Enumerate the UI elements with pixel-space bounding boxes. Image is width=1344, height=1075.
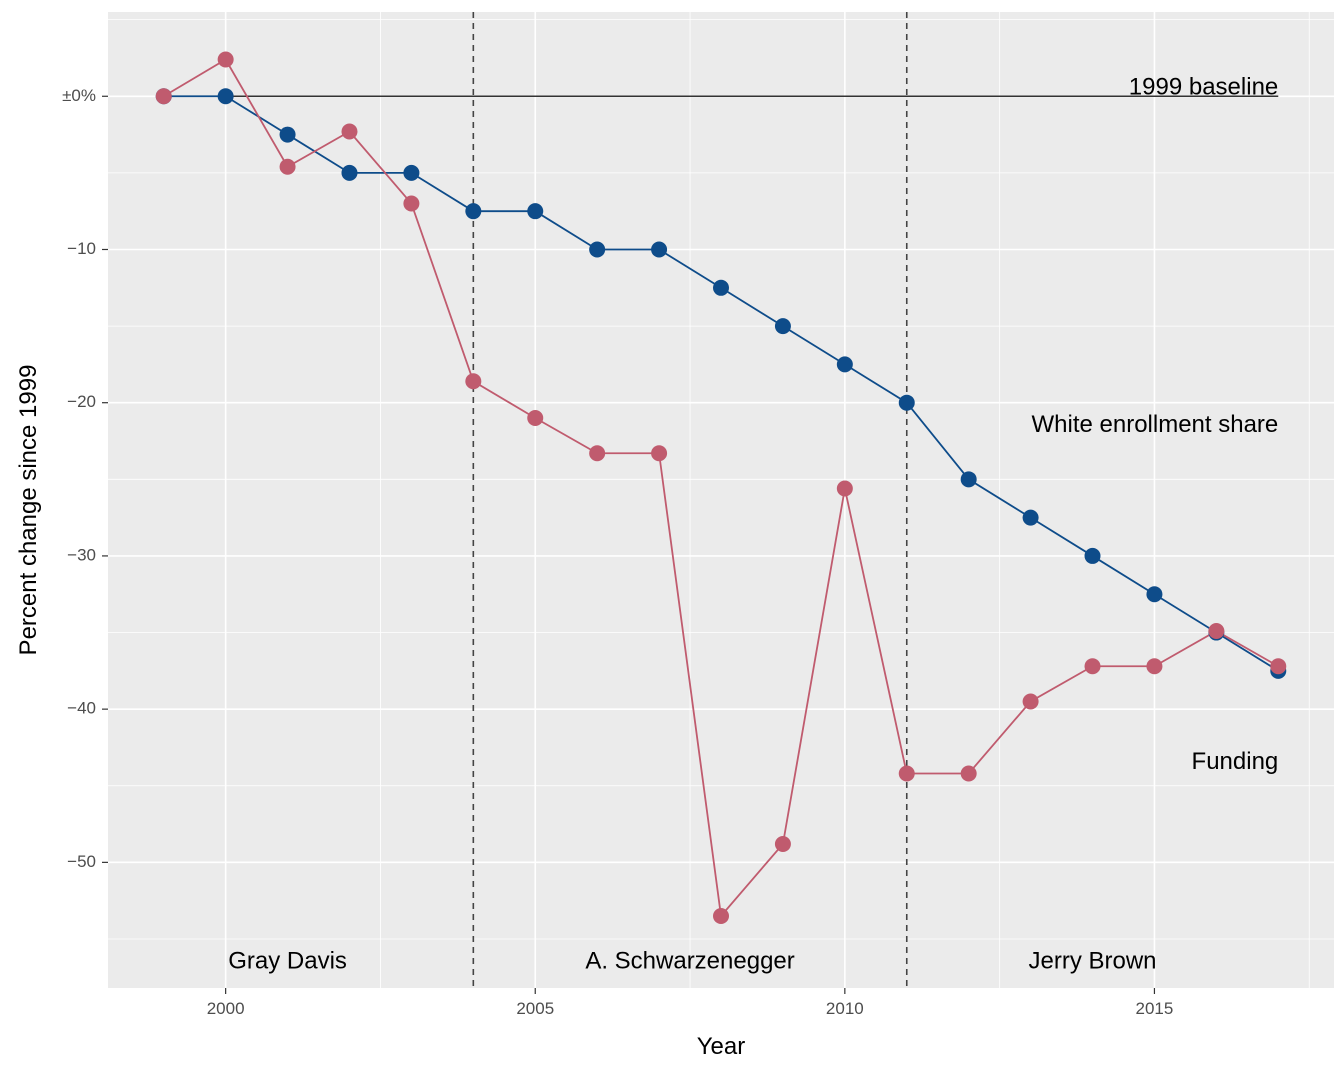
x-axis-title: Year xyxy=(697,1033,746,1060)
series-0-point xyxy=(527,203,544,220)
series-1-point xyxy=(774,835,791,852)
minor-gridlines xyxy=(70,12,1334,988)
y-axis-ticks: ±0% −10 −20 −30 −40 −50 xyxy=(62,86,108,871)
series-1-point xyxy=(960,765,977,782)
series-0-point xyxy=(651,241,668,258)
series-1-point xyxy=(1146,658,1163,675)
series-1-point xyxy=(1022,693,1039,710)
annotation-label: 1999 baseline xyxy=(1129,74,1278,101)
series-0-point xyxy=(898,394,915,411)
series-0-point xyxy=(774,318,791,335)
series-1-point xyxy=(217,51,234,68)
annotations: 1999 baseline White enrollment share Fundi… xyxy=(228,74,1278,975)
series-1-point xyxy=(403,195,420,212)
annotation-label: Gray Davis xyxy=(228,947,347,974)
series-0-point xyxy=(217,88,234,105)
x-tick-label: 2005 xyxy=(516,999,554,1018)
series-0-point xyxy=(279,126,296,143)
x-tick-label: 2015 xyxy=(1136,999,1174,1018)
series-0-point xyxy=(589,241,606,258)
y-tick-label: −50 xyxy=(67,852,96,871)
series-0-point xyxy=(1022,509,1039,526)
series-1-point xyxy=(1084,658,1101,675)
y-axis-title: Percent change since 1999 xyxy=(15,365,42,656)
term-dividers xyxy=(472,12,908,988)
x-tick-label: 2000 xyxy=(207,999,245,1018)
annotation-label: Jerry Brown xyxy=(1028,947,1156,974)
x-axis-ticks: 2000 2005 2010 2015 xyxy=(207,988,1174,1018)
series-0-point xyxy=(1146,586,1163,603)
series-0-point xyxy=(713,279,729,296)
annotation-label: A. Schwarzenegger xyxy=(585,947,794,974)
series-1-point xyxy=(589,445,606,462)
series-1-point xyxy=(651,445,668,462)
y-tick-label: ±0% xyxy=(62,86,96,105)
annotation-label: Funding xyxy=(1192,748,1279,775)
y-tick-label: −20 xyxy=(67,392,96,411)
series-1-point xyxy=(279,158,296,175)
x-tick-label: 2010 xyxy=(826,999,864,1018)
series-points xyxy=(155,51,1287,924)
series-1-point xyxy=(1208,623,1225,640)
series-1-point xyxy=(713,907,729,924)
series-0-point xyxy=(836,356,853,373)
series-1-point xyxy=(1270,658,1287,675)
plot-panel xyxy=(108,12,1334,988)
y-tick-label: −40 xyxy=(67,699,96,718)
series-0-point xyxy=(1084,547,1101,564)
series-1-point xyxy=(836,480,853,497)
y-tick-label: −30 xyxy=(67,545,96,564)
series-1-point xyxy=(465,373,482,390)
series-1-point xyxy=(527,410,544,427)
series-0-point xyxy=(960,471,977,488)
series-1-point xyxy=(341,123,358,140)
series-0-point xyxy=(341,164,358,181)
y-tick-label: −10 xyxy=(67,239,96,258)
annotation-label: White enrollment share xyxy=(1031,411,1278,438)
series-0-point xyxy=(403,164,420,181)
series-0-point xyxy=(465,203,482,220)
series-1-point xyxy=(155,88,172,105)
series-1-point xyxy=(898,765,915,782)
